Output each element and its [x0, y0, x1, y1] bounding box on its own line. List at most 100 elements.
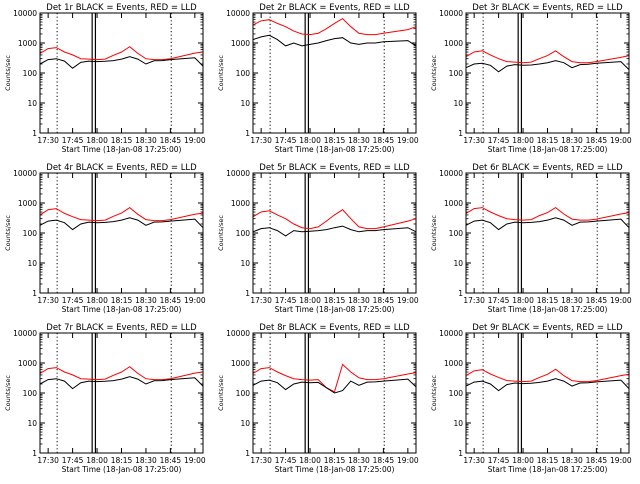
y-tick-label: 10 [453, 259, 463, 268]
y-tick-label: 10000 [226, 9, 250, 18]
events-series-line [252, 34, 417, 47]
y-axis-label: Counts/sec [430, 55, 438, 91]
x-tick-label: 18:15 [537, 136, 559, 145]
y-tick-label: 10000 [13, 329, 37, 338]
panel-title: Det 3r BLACK = Events, RED = LLD [472, 3, 623, 13]
x-tick-label: 17:45 [488, 296, 510, 305]
lld-series-line [465, 206, 630, 221]
x-axis-label: Start Time (18-Jan-08 17:25:00) [275, 465, 395, 474]
x-axis-label: Start Time (18-Jan-08 17:25:00) [62, 305, 182, 314]
x-tick-label: 18:15 [324, 136, 346, 145]
x-tick-label: 18:45 [373, 136, 395, 145]
x-tick-label: 17:30 [250, 456, 272, 465]
x-tick-label: 17:45 [62, 296, 84, 305]
x-tick-label: 18:30 [135, 136, 157, 145]
x-tick-label: 18:30 [135, 456, 157, 465]
y-tick-label: 1 [458, 129, 463, 138]
x-tick-label: 18:15 [111, 456, 133, 465]
x-axis-label: Start Time (18-Jan-08 17:25:00) [62, 145, 182, 154]
panel-title: Det 6r BLACK = Events, RED = LLD [472, 163, 623, 173]
x-tick-label: 18:00 [299, 296, 321, 305]
x-tick-label: 18:45 [373, 456, 395, 465]
panel: Det 1r BLACK = Events, RED = LLD 10000 100… [4, 3, 206, 154]
y-tick-label: 1000 [444, 39, 463, 48]
y-tick-label: 1 [32, 289, 37, 298]
y-tick-label: 10 [240, 419, 250, 428]
events-series-line [465, 60, 630, 73]
y-tick-label: 1 [245, 449, 250, 458]
x-tick-label: 18:15 [537, 296, 559, 305]
y-tick-label: 1000 [18, 39, 37, 48]
y-axis-label: Counts/sec [430, 215, 438, 251]
x-tick-label: 19:00 [184, 296, 206, 305]
y-tick-label: 1000 [18, 199, 37, 208]
x-tick-label: 18:00 [299, 136, 321, 145]
y-tick-label: 10 [453, 99, 463, 108]
plot-frame [39, 332, 204, 454]
x-tick-label: 19:00 [397, 456, 419, 465]
y-tick-label: 1 [458, 289, 463, 298]
y-axis-label: Counts/sec [4, 215, 12, 251]
y-tick-label: 10 [453, 419, 463, 428]
lld-series-line [252, 363, 417, 393]
x-tick-label: 18:00 [299, 456, 321, 465]
x-tick-label: 18:30 [348, 296, 370, 305]
x-tick-label: 18:45 [160, 456, 182, 465]
y-tick-label: 1000 [444, 199, 463, 208]
y-tick-label: 10000 [439, 9, 463, 18]
x-tick-label: 18:45 [373, 296, 395, 305]
x-tick-label: 17:30 [250, 136, 272, 145]
y-tick-label: 10000 [226, 169, 250, 178]
panel-title: Det 8r BLACK = Events, RED = LLD [259, 323, 410, 333]
x-tick-label: 19:00 [610, 296, 632, 305]
y-axis-label: Counts/sec [4, 55, 12, 91]
x-tick-label: 18:00 [512, 456, 534, 465]
x-tick-label: 18:15 [324, 456, 346, 465]
events-series-line [39, 376, 204, 390]
x-tick-label: 18:00 [86, 136, 108, 145]
y-tick-label: 100 [23, 229, 38, 238]
y-tick-label: 1000 [231, 39, 250, 48]
y-tick-label: 1 [32, 449, 37, 458]
y-tick-label: 10 [240, 259, 250, 268]
x-tick-label: 18:30 [348, 456, 370, 465]
x-tick-label: 19:00 [397, 136, 419, 145]
panel: Det 6r BLACK = Events, RED = LLD 10000 100… [430, 163, 632, 314]
x-tick-label: 19:00 [397, 296, 419, 305]
x-tick-label: 18:45 [586, 456, 608, 465]
y-tick-label: 100 [236, 229, 251, 238]
panel: Det 8r BLACK = Events, RED = LLD 10000 100… [217, 323, 419, 474]
x-tick-label: 18:30 [561, 136, 583, 145]
plot-frame [252, 332, 417, 454]
panel-title: Det 1r BLACK = Events, RED = LLD [46, 3, 197, 13]
y-tick-label: 100 [236, 389, 251, 398]
panel: Det 5r BLACK = Events, RED = LLD 10000 100… [217, 163, 419, 314]
x-tick-label: 17:30 [250, 296, 272, 305]
y-tick-label: 100 [449, 389, 464, 398]
y-tick-label: 100 [449, 229, 464, 238]
x-tick-label: 17:45 [62, 136, 84, 145]
y-tick-label: 1 [245, 129, 250, 138]
y-axis-label: Counts/sec [4, 375, 12, 411]
y-axis-label: Counts/sec [217, 215, 225, 251]
y-tick-label: 10000 [439, 169, 463, 178]
y-tick-label: 10000 [439, 329, 463, 338]
x-tick-label: 18:30 [135, 296, 157, 305]
x-tick-label: 18:00 [512, 136, 534, 145]
panel: Det 4r BLACK = Events, RED = LLD 10000 100… [4, 163, 206, 314]
x-tick-label: 18:15 [324, 296, 346, 305]
x-tick-label: 19:00 [184, 456, 206, 465]
y-axis-label: Counts/sec [430, 375, 438, 411]
x-tick-label: 19:00 [610, 456, 632, 465]
events-series-line [465, 378, 630, 392]
y-tick-label: 10 [27, 99, 37, 108]
x-tick-label: 17:30 [37, 296, 59, 305]
lld-series-line [465, 368, 630, 383]
panel: Det 7r BLACK = Events, RED = LLD 10000 100… [4, 323, 206, 474]
panel: Det 3r BLACK = Events, RED = LLD 10000 100… [430, 3, 632, 154]
y-tick-label: 1 [458, 449, 463, 458]
panel-title: Det 4r BLACK = Events, RED = LLD [46, 163, 197, 173]
y-tick-label: 10 [27, 259, 37, 268]
x-tick-label: 19:00 [184, 136, 206, 145]
